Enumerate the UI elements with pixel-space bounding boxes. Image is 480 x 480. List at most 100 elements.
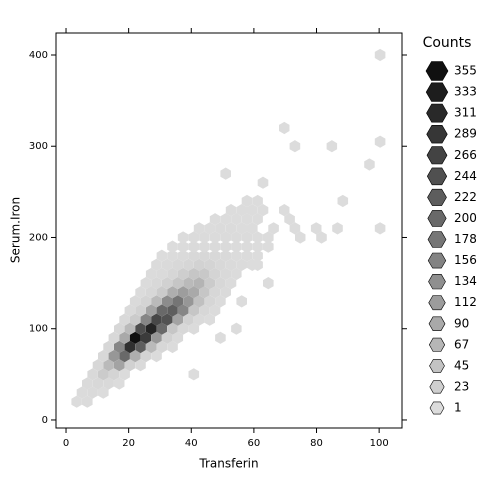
hex-cell: [98, 350, 109, 363]
hex-cell: [183, 295, 194, 308]
hex-cell: [151, 295, 162, 308]
legend-hex: [426, 167, 448, 186]
hex-cell: [220, 231, 231, 244]
hex-cell: [215, 222, 226, 235]
hex-cell: [263, 277, 274, 290]
hex-cell: [145, 322, 157, 335]
hex-cell: [103, 359, 114, 372]
hex-cell: [252, 240, 263, 253]
hex-cell: [225, 277, 237, 290]
legend-label: 333: [454, 85, 477, 99]
hex-cell: [199, 304, 210, 317]
hex-cell: [145, 267, 157, 281]
hex-cell: [199, 249, 210, 262]
hex-cell: [215, 331, 226, 344]
hex-cell: [220, 240, 231, 253]
hex-cell: [204, 222, 215, 235]
hex-cell: [247, 204, 258, 217]
hex-cell: [103, 340, 114, 354]
hex-cell: [310, 222, 322, 235]
legend-label: 67: [454, 337, 469, 351]
hex-cell: [326, 140, 338, 153]
legend-hex: [427, 252, 447, 269]
hex-cell: [279, 121, 290, 135]
hex-cell: [145, 304, 157, 317]
hex-cell: [108, 331, 120, 344]
hex-cell: [71, 395, 82, 408]
hex-cell: [119, 350, 130, 363]
y-tick-label: 300: [29, 141, 48, 152]
legend-label: 134: [454, 274, 477, 288]
hex-cell: [177, 231, 189, 244]
x-axis-label: Transferin: [198, 457, 258, 471]
hex-cell: [119, 313, 130, 326]
hex-cell: [129, 350, 141, 363]
hex-cell: [135, 286, 146, 299]
hex-cell: [87, 368, 98, 381]
hex-cell: [151, 258, 162, 271]
hex-cell: [140, 277, 152, 290]
hex-cell: [92, 359, 104, 372]
hex-cell: [108, 350, 120, 363]
hex-cell: [114, 340, 125, 354]
x-tick-label: 60: [248, 438, 261, 449]
hex-cell: [193, 313, 205, 326]
hex-cell: [374, 135, 386, 148]
legend-hex: [429, 359, 445, 373]
hex-cell: [247, 222, 258, 235]
hex-cell: [129, 313, 141, 326]
hex-cell: [188, 249, 200, 262]
legend-hex: [427, 231, 447, 248]
hex-cell: [156, 249, 168, 262]
legend-label: 23: [454, 379, 469, 393]
hex-cell: [199, 231, 210, 244]
legend-hex: [428, 295, 446, 311]
hex-cell: [177, 240, 189, 253]
hex-cell: [193, 258, 205, 271]
hex-cell: [167, 286, 178, 299]
hex-cell: [199, 286, 210, 299]
y-tick-label: 200: [29, 232, 48, 243]
hex-cell: [209, 267, 221, 281]
hex-cell: [332, 222, 343, 235]
hex-cell: [374, 222, 386, 235]
hex-cell: [193, 295, 205, 308]
hex-cell: [204, 295, 215, 308]
hex-cell: [236, 295, 247, 308]
hex-cell: [156, 304, 168, 317]
hex-cell: [172, 277, 184, 290]
legend-label: 90: [454, 316, 469, 330]
hex-cell: [140, 313, 152, 326]
hex-cell: [209, 304, 221, 317]
hex-cell: [215, 258, 226, 271]
legend-label: 311: [454, 106, 477, 120]
hex-cell: [124, 304, 136, 317]
hex-cell: [156, 267, 168, 281]
legend-label: 266: [454, 148, 477, 162]
hex-cell: [231, 231, 242, 244]
hex-cell: [236, 204, 247, 217]
hex-cell: [188, 267, 200, 281]
hex-cell: [188, 368, 200, 381]
hex-cell: [177, 249, 189, 262]
hex-cell: [183, 258, 194, 271]
hex-cell: [199, 267, 210, 281]
hex-cell: [252, 231, 263, 244]
legend-label: 178: [454, 232, 477, 246]
hex-cell: [204, 313, 215, 326]
legend-label: 355: [454, 64, 477, 78]
hex-cell: [167, 267, 178, 281]
hex-cell: [252, 258, 263, 271]
hex-cell: [124, 359, 136, 372]
x-tick-label: 20: [122, 438, 135, 449]
hex-cell: [252, 213, 263, 226]
y-tick-label: 400: [29, 50, 48, 61]
hex-cell: [241, 194, 253, 208]
legend-label: 1: [454, 401, 462, 415]
hex-cell: [215, 277, 226, 290]
hex-cell: [215, 295, 226, 308]
hex-cell: [177, 286, 189, 299]
hex-cell: [114, 359, 125, 372]
hex-cell: [151, 350, 162, 363]
hex-cell: [241, 213, 253, 226]
